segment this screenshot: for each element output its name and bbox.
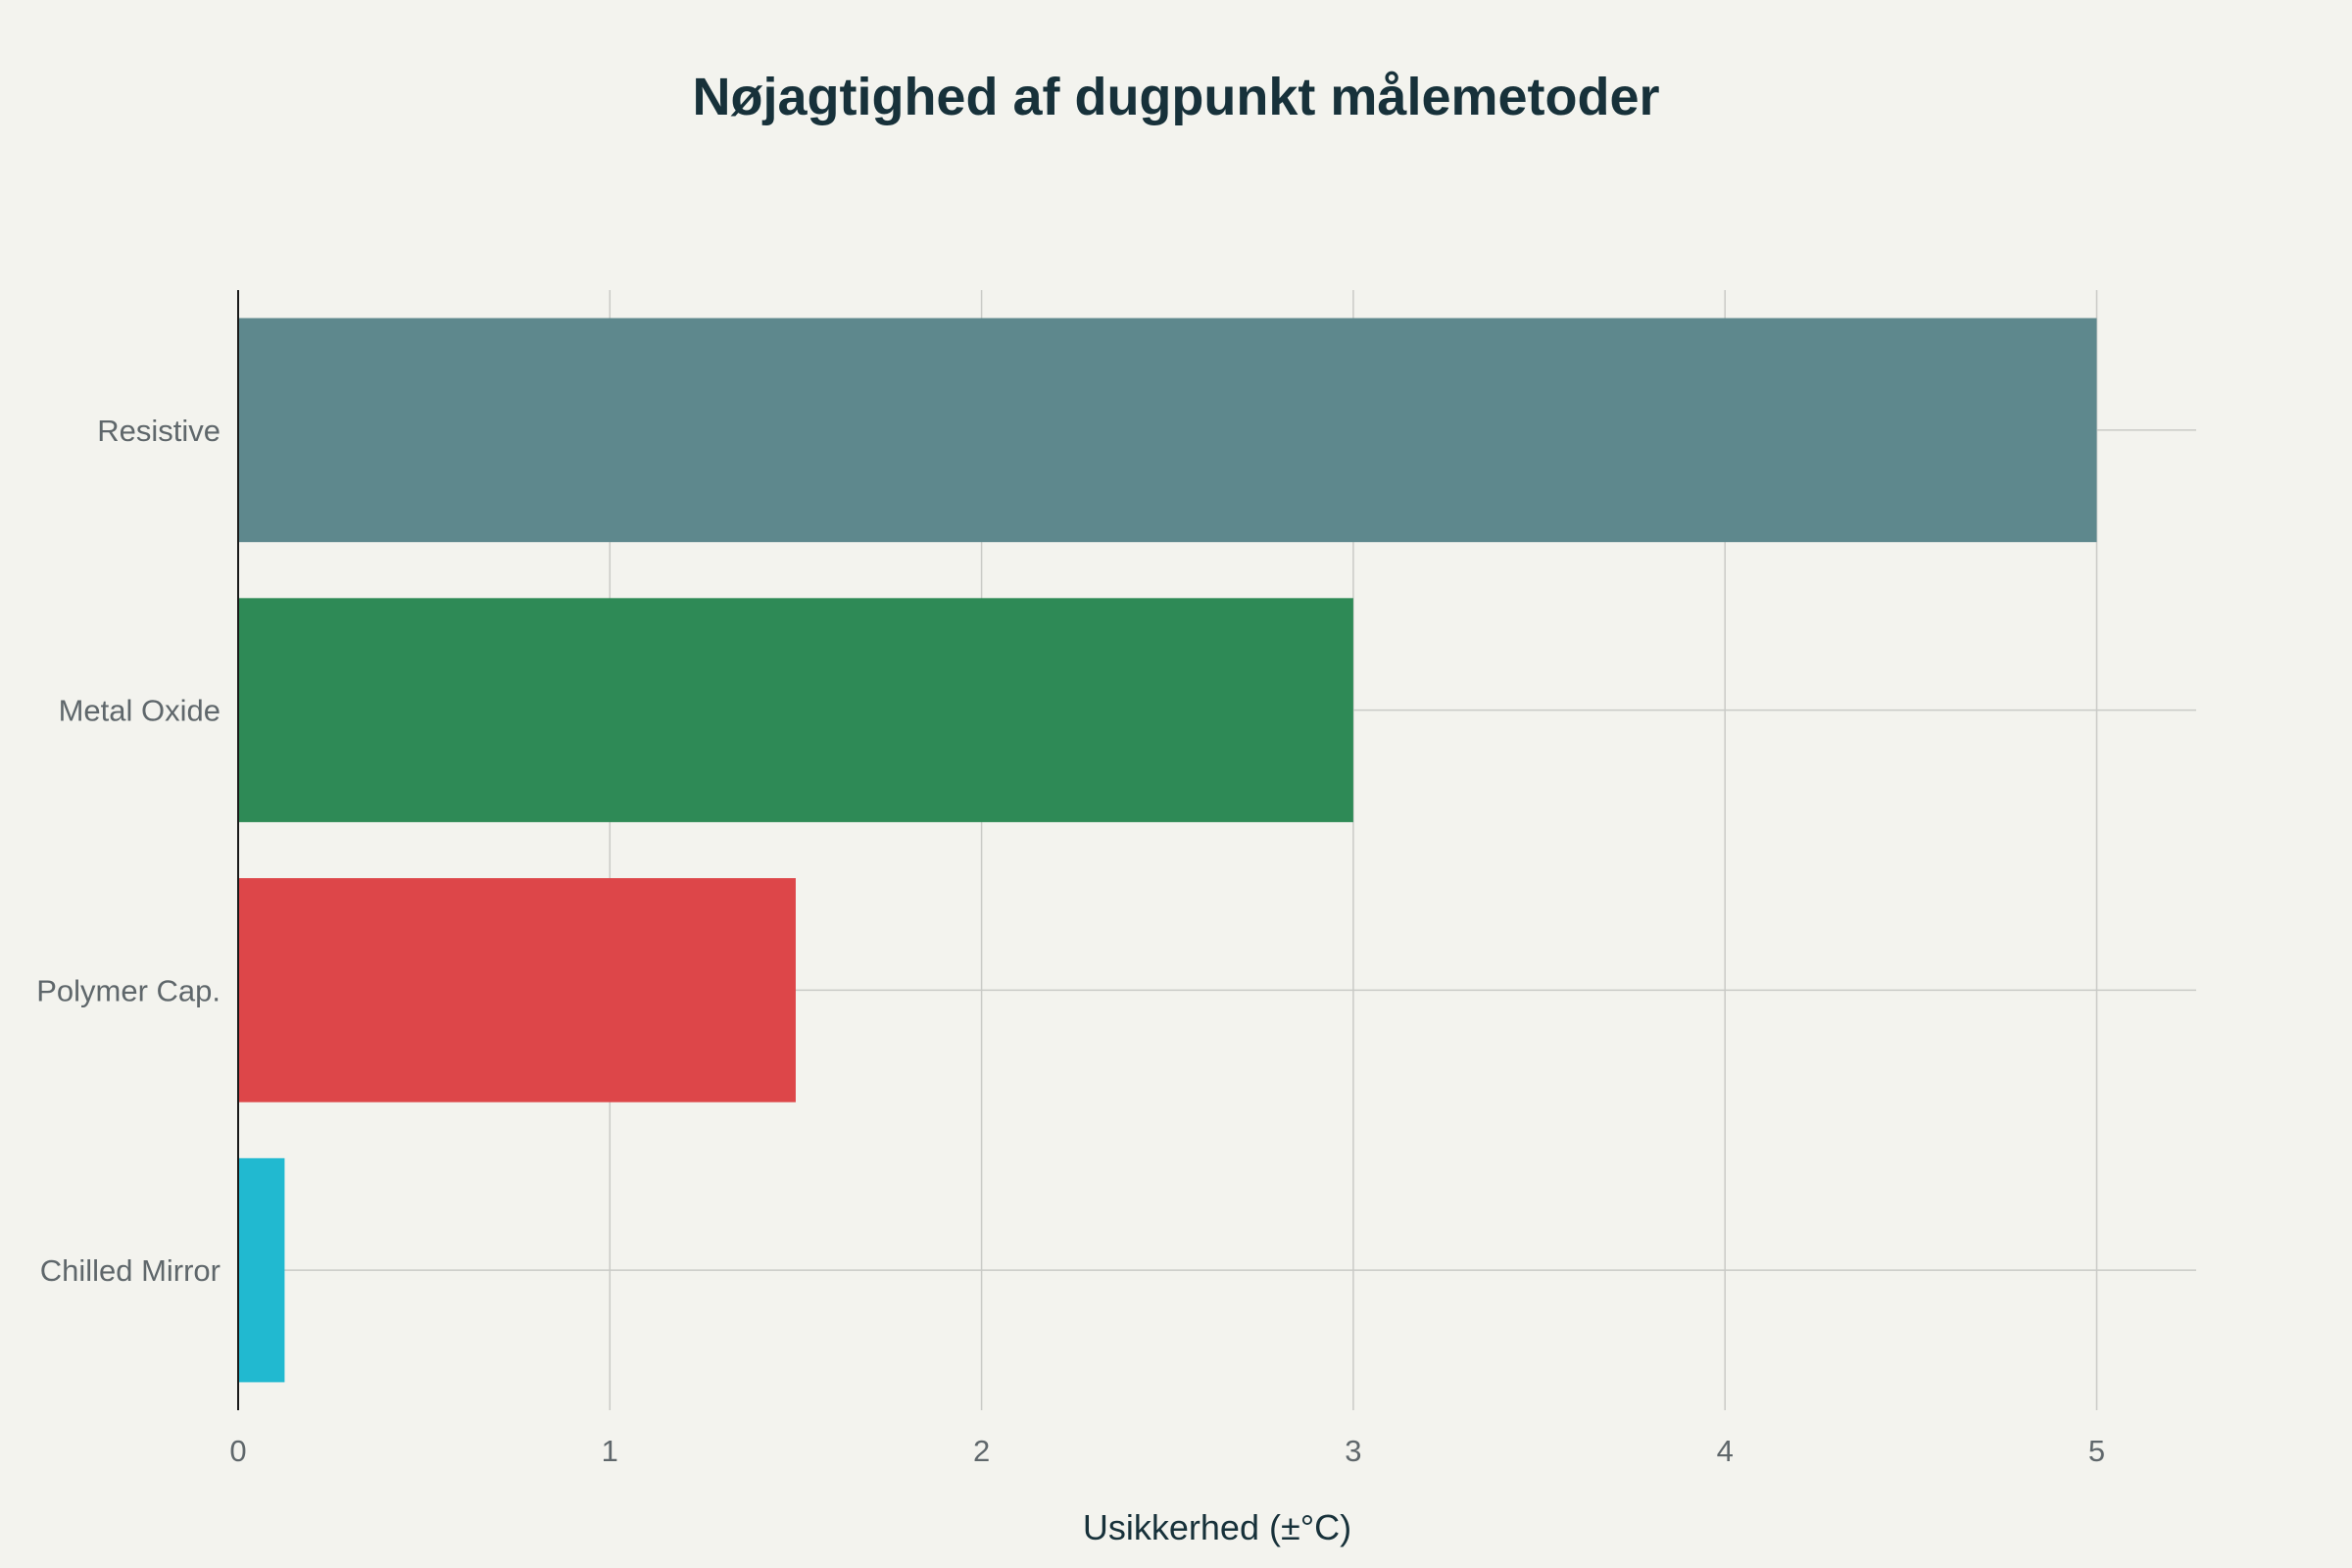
y-tick-label: Chilled Mirror xyxy=(40,1253,220,1288)
x-tick-label: 2 xyxy=(973,1434,990,1468)
bars xyxy=(238,318,2097,1383)
chart-title: Nøjagtighed af dugpunkt målemetoder xyxy=(692,68,1659,126)
bar-resistive xyxy=(238,318,2097,543)
x-axis-title: Usikkerhed (±°C) xyxy=(1083,1507,1351,1547)
y-tick-label: Resistive xyxy=(97,414,220,448)
y-tick-label: Polymer Cap. xyxy=(36,973,220,1007)
bar-chilled-mirror xyxy=(238,1157,285,1383)
x-axis-ticks: 0 1 2 3 4 5 xyxy=(229,1434,2105,1468)
x-tick-label: 3 xyxy=(1345,1434,1361,1468)
x-tick-label: 1 xyxy=(602,1434,618,1468)
y-tick-label: Metal Oxide xyxy=(59,694,220,728)
x-tick-label: 5 xyxy=(2088,1434,2105,1468)
bar-metal-oxide xyxy=(238,598,1353,822)
x-tick-label: 4 xyxy=(1717,1434,1734,1468)
y-axis-ticks: Resistive Metal Oxide Polymer Cap. Chilled … xyxy=(36,414,220,1288)
x-tick-label: 0 xyxy=(229,1434,246,1468)
bar-polymer-cap xyxy=(238,878,796,1102)
